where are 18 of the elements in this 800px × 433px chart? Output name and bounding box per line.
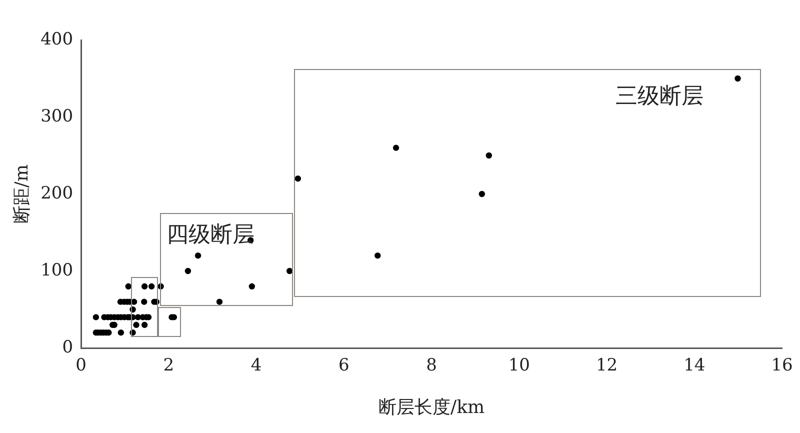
- x-tick-label: 2: [163, 356, 174, 376]
- x-tick-label: 8: [426, 356, 437, 376]
- x-tick-label: 10: [508, 356, 530, 376]
- y-tick-label: 100: [40, 260, 74, 280]
- x-tick-label: 16: [771, 356, 793, 376]
- y-tick-label: 0: [62, 337, 74, 358]
- x-tick-label: 14: [684, 356, 706, 376]
- y-axis-title: 断距/m: [11, 164, 32, 224]
- annotation: 四级断层: [166, 222, 254, 248]
- y-tick-label: 200: [40, 183, 74, 204]
- annotation: 三级断层: [616, 84, 704, 109]
- x-tick-label: 12: [596, 356, 618, 376]
- y-tick-label: 300: [40, 106, 74, 126]
- x-axis-title: 断层长度/km: [378, 396, 485, 418]
- x-tick-label: 4: [250, 356, 262, 376]
- x-tick-label: 0: [76, 356, 86, 376]
- y-tick-label: 400: [40, 29, 74, 50]
- x-tick-label: 6: [338, 356, 350, 376]
